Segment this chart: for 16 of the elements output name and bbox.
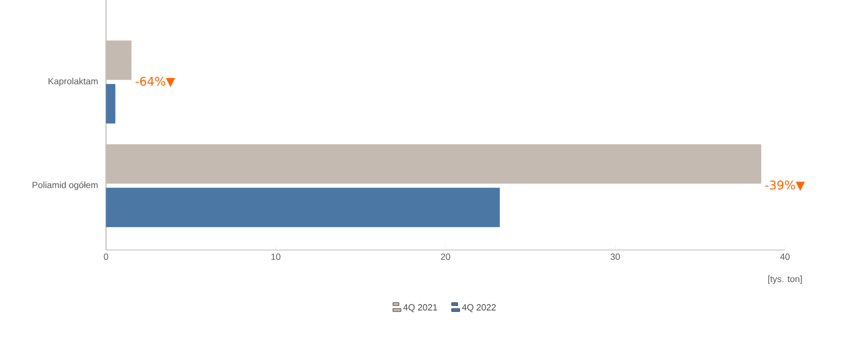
x-tick-label: 20 bbox=[440, 254, 450, 260]
legend-label: 4Q 2021 bbox=[403, 304, 438, 312]
bar bbox=[106, 144, 762, 184]
legend-label: 4Q 2022 bbox=[462, 304, 496, 312]
x-axis-title: [tys. ton] bbox=[768, 276, 802, 284]
x-tick-label: 0 bbox=[104, 254, 108, 260]
y-tick-label: Kaprolaktam bbox=[48, 78, 98, 86]
bar bbox=[106, 188, 500, 228]
annotation: -39%▼ bbox=[765, 180, 805, 191]
x-tick-label: 40 bbox=[780, 254, 790, 260]
annotation: -64%▼ bbox=[136, 76, 176, 88]
x-tick-label: 10 bbox=[271, 254, 280, 260]
x-tick-label: 30 bbox=[610, 254, 620, 260]
y-tick-label: Poliamid ogółem bbox=[32, 181, 98, 190]
bar bbox=[106, 40, 132, 80]
bar bbox=[106, 84, 116, 124]
